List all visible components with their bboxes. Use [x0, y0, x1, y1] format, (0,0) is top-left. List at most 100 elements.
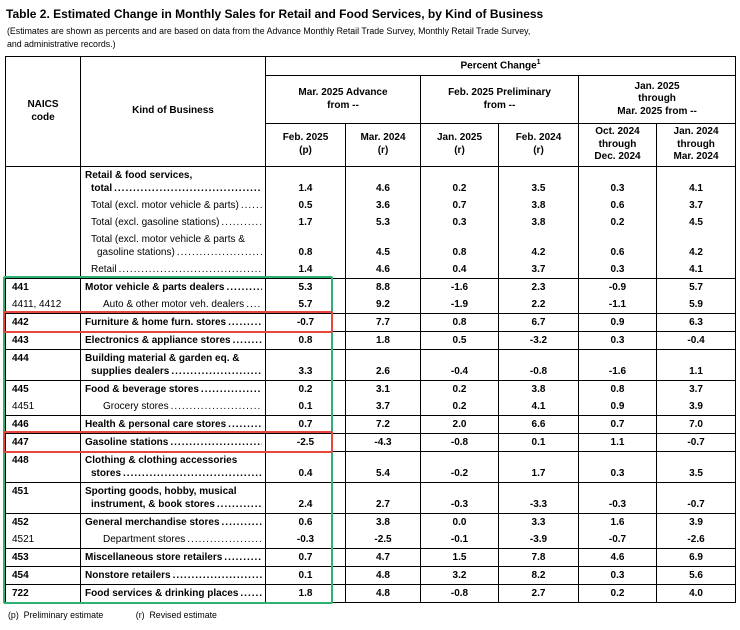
dot-leader: [246, 298, 262, 311]
table-row: Total (excl. motor vehicle & parts & gaso…: [5, 230, 737, 261]
dot-leader: [114, 182, 262, 195]
value-cell: 0.9: [578, 312, 657, 332]
dot-leader: [221, 216, 262, 229]
page-title: Table 2. Estimated Change in Monthly Sal…: [6, 7, 544, 21]
value-cell: 0.1: [265, 565, 346, 585]
value-cell: 1.4: [265, 260, 346, 279]
kind-of-business-cell: Total (excl. motor vehicle & parts): [80, 196, 266, 214]
table-row: 454 Nonstore retailers 0.14.83.28.20.35.6: [5, 565, 737, 585]
value-cell: 3.9: [655, 512, 737, 531]
naics-code-cell: 443: [5, 330, 81, 350]
value-cell: -0.3: [420, 481, 499, 514]
kind-of-business-cell: Total (excl. gasoline stations): [80, 213, 266, 231]
naics-code-cell: 442: [5, 312, 81, 332]
value-cell: 5.6: [655, 565, 737, 585]
naics-code-cell: 4451: [5, 397, 81, 416]
value-cell: 0.3: [578, 330, 657, 350]
value-cell: 0.8: [420, 230, 499, 261]
table-row: 453 Miscellaneous store retailers 0.74.71.…: [5, 547, 737, 567]
naics-code-cell: [5, 260, 81, 279]
value-cell: -1.6: [578, 348, 657, 381]
value-cell: 6.9: [655, 547, 737, 567]
kind-of-business-cell: Furniture & home furn. stores: [80, 312, 266, 332]
value-cell: 4.1: [498, 397, 579, 416]
value-cell: 3.7: [345, 397, 421, 416]
value-cell: 5.3: [345, 213, 421, 231]
value-cell: 4.2: [498, 230, 579, 261]
business-name-line: Retail: [91, 263, 117, 275]
value-cell: 3.9: [655, 397, 737, 416]
value-cell: 0.0: [420, 512, 499, 531]
value-cell: -0.7: [655, 481, 737, 514]
value-cell: 0.2: [420, 397, 499, 416]
naics-code-cell: 452: [5, 512, 81, 531]
value-cell: -0.1: [420, 530, 499, 549]
dot-leader: [177, 246, 262, 259]
value-cell: -2.5: [265, 432, 346, 452]
table-row: 4521 Department stores -0.3-2.5-0.1-3.9-0.…: [5, 530, 737, 549]
naics-code-cell: [5, 230, 81, 261]
dot-leader: [217, 498, 262, 511]
business-name-line: gasoline stations): [97, 246, 175, 258]
value-cell: 0.9: [578, 397, 657, 416]
value-cell: 3.7: [655, 196, 737, 214]
value-cell: -0.4: [655, 330, 737, 350]
naics-code-cell: 4521: [5, 530, 81, 549]
value-cell: 0.7: [578, 414, 657, 434]
kind-of-business-cell: Total (excl. motor vehicle & parts & gaso…: [80, 230, 266, 261]
header-col-feb-2024: Feb. 2024 (r): [498, 123, 579, 167]
value-cell: 5.3: [265, 277, 346, 296]
dot-leader: [173, 569, 262, 582]
value-cell: -3.3: [498, 481, 579, 514]
dot-leader: [119, 263, 262, 276]
value-cell: 8.8: [345, 277, 421, 296]
value-cell: 3.8: [498, 196, 579, 214]
header-group-mar-2025-advance: Mar. 2025 Advance from --: [265, 75, 421, 125]
dot-leader: [228, 418, 262, 431]
naics-code-cell: 447: [5, 432, 81, 452]
value-cell: -2.5: [345, 530, 421, 549]
naics-code-cell: 454: [5, 565, 81, 585]
value-cell: 4.1: [655, 165, 737, 197]
kind-of-business-cell: Electronics & appliance stores: [80, 330, 266, 350]
naics-code-cell: 448: [5, 450, 81, 483]
value-cell: 4.1: [655, 260, 737, 279]
naics-code-cell: 453: [5, 547, 81, 567]
value-cell: 3.7: [498, 260, 579, 279]
value-cell: 0.2: [420, 165, 499, 197]
naics-code-cell: [5, 213, 81, 231]
dot-leader: [170, 436, 262, 449]
value-cell: 3.6: [345, 196, 421, 214]
dot-leader: [171, 365, 262, 378]
footnotes: (p) Preliminary estimate (r) Revised est…: [8, 610, 740, 620]
value-cell: 6.6: [498, 414, 579, 434]
value-cell: 0.7: [265, 547, 346, 567]
value-cell: 0.6: [578, 230, 657, 261]
kind-of-business-cell: Food services & drinking places: [80, 583, 266, 603]
value-cell: -0.9: [578, 277, 657, 296]
business-name-line: Motor vehicle & parts dealers: [85, 281, 225, 293]
kind-of-business-cell: Clothing & clothing accessories stores: [80, 450, 266, 483]
value-cell: -0.8: [420, 583, 499, 603]
kind-of-business-cell: Sporting goods, hobby, musical instrument…: [80, 481, 266, 514]
value-cell: -0.8: [498, 348, 579, 381]
value-cell: 4.6: [345, 260, 421, 279]
value-cell: 5.7: [655, 277, 737, 296]
business-name-line: Gasoline stations: [85, 436, 169, 448]
value-cell: 4.2: [655, 230, 737, 261]
value-cell: 2.6: [345, 348, 421, 381]
table-row: 441 Motor vehicle & parts dealers 5.38.8-1…: [5, 277, 737, 296]
kind-of-business-cell: Food & beverage stores: [80, 379, 266, 398]
value-cell: 4.8: [345, 583, 421, 603]
table-row: 4411, 4412 Auto & other motor veh. dealer…: [5, 295, 737, 314]
value-cell: 4.5: [345, 230, 421, 261]
business-name-line: Building material & garden eq. &: [85, 352, 240, 364]
value-cell: 2.4: [265, 481, 346, 514]
header-percent-change: Percent Change1: [264, 56, 737, 77]
value-cell: 4.5: [655, 213, 737, 231]
value-cell: 0.3: [578, 260, 657, 279]
value-cell: -3.2: [498, 330, 579, 350]
